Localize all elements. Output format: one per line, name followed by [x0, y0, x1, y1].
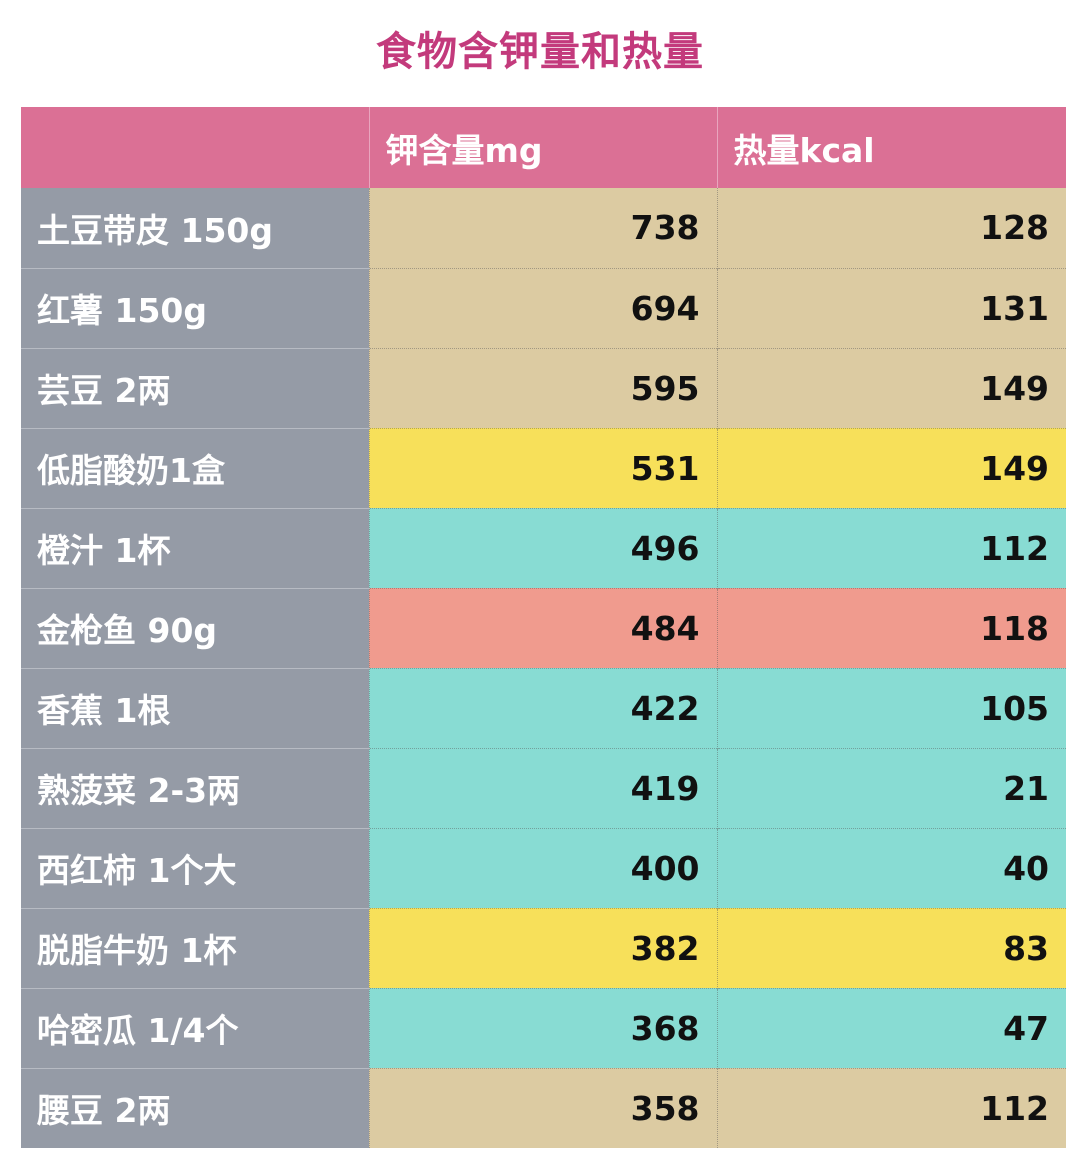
food-name-cell: 红薯 150g: [21, 267, 369, 348]
potassium-cell: 694: [368, 267, 717, 348]
potassium-cell: 419: [368, 747, 717, 828]
potassium-cell: 531: [368, 427, 717, 508]
food-name-cell: 芸豆 2两: [21, 347, 369, 428]
kcal-cell: 112: [716, 1067, 1066, 1148]
kcal-cell: 83: [716, 907, 1066, 988]
food-name-cell: 香蕉 1根: [21, 667, 369, 748]
table-row: 土豆带皮 150g 738 128: [21, 188, 1066, 268]
food-name-cell: 哈密瓜 1/4个: [21, 987, 369, 1068]
table-row: 金枪鱼 90g 484 118: [21, 587, 1066, 668]
food-name-cell: 橙汁 1杯: [21, 507, 369, 588]
header-cell-food: [21, 107, 369, 188]
kcal-cell: 40: [716, 827, 1066, 908]
food-name-cell: 脱脂牛奶 1杯: [21, 907, 369, 988]
table-row: 腰豆 2两 358 112: [21, 1067, 1066, 1148]
page-title: 食物含钾量和热量: [376, 29, 704, 75]
table-row: 芸豆 2两 595 149: [21, 347, 1066, 428]
kcal-cell: 47: [716, 987, 1066, 1068]
potassium-cell: 400: [368, 827, 717, 908]
kcal-cell: 21: [716, 747, 1066, 828]
table-row: 红薯 150g 694 131: [21, 267, 1066, 348]
kcal-cell: 149: [716, 427, 1066, 508]
table-body: 钾含量mg 热量kcal 土豆带皮 150g 738 128 红薯 150g 694 13…: [21, 107, 1066, 1148]
food-name-cell: 西红柿 1个大: [21, 827, 369, 908]
potassium-cell: 496: [368, 507, 717, 588]
kcal-cell: 128: [716, 188, 1066, 268]
potassium-cell: 368: [368, 987, 717, 1068]
header-cell-kcal: 热量kcal: [716, 107, 1066, 188]
table-row: 低脂酸奶1盒 531 149: [21, 427, 1066, 508]
table-row: 西红柿 1个大 400 40: [21, 827, 1066, 908]
table-row: 哈密瓜 1/4个 368 47: [21, 987, 1066, 1068]
kcal-cell: 118: [716, 587, 1066, 668]
kcal-cell: 149: [716, 347, 1066, 428]
potassium-cell: 595: [368, 347, 717, 428]
table-row: 脱脂牛奶 1杯 382 83: [21, 907, 1066, 988]
kcal-cell: 112: [716, 507, 1066, 588]
kcal-cell: 105: [716, 667, 1066, 748]
food-name-cell: 金枪鱼 90g: [21, 587, 369, 668]
food-potassium-table: 钾含量mg 热量kcal 土豆带皮 150g 738 128 红薯 150g 694 13…: [21, 107, 1066, 1148]
food-name-cell: 腰豆 2两: [21, 1067, 369, 1148]
table-row: 橙汁 1杯 496 112: [21, 507, 1066, 588]
potassium-cell: 422: [368, 667, 717, 748]
table-header-row: 钾含量mg 热量kcal: [21, 107, 1066, 188]
food-name-cell: 土豆带皮 150g: [21, 188, 369, 268]
potassium-cell: 484: [368, 587, 717, 668]
table-row: 熟菠菜 2-3两 419 21: [21, 747, 1066, 828]
potassium-cell: 382: [368, 907, 717, 988]
potassium-cell: 738: [368, 188, 717, 268]
food-name-cell: 熟菠菜 2-3两: [21, 747, 369, 828]
kcal-cell: 131: [716, 267, 1066, 348]
potassium-cell: 358: [368, 1067, 717, 1148]
table-row: 香蕉 1根 422 105: [21, 667, 1066, 748]
header-cell-potassium: 钾含量mg: [368, 107, 717, 188]
food-name-cell: 低脂酸奶1盒: [21, 427, 369, 508]
